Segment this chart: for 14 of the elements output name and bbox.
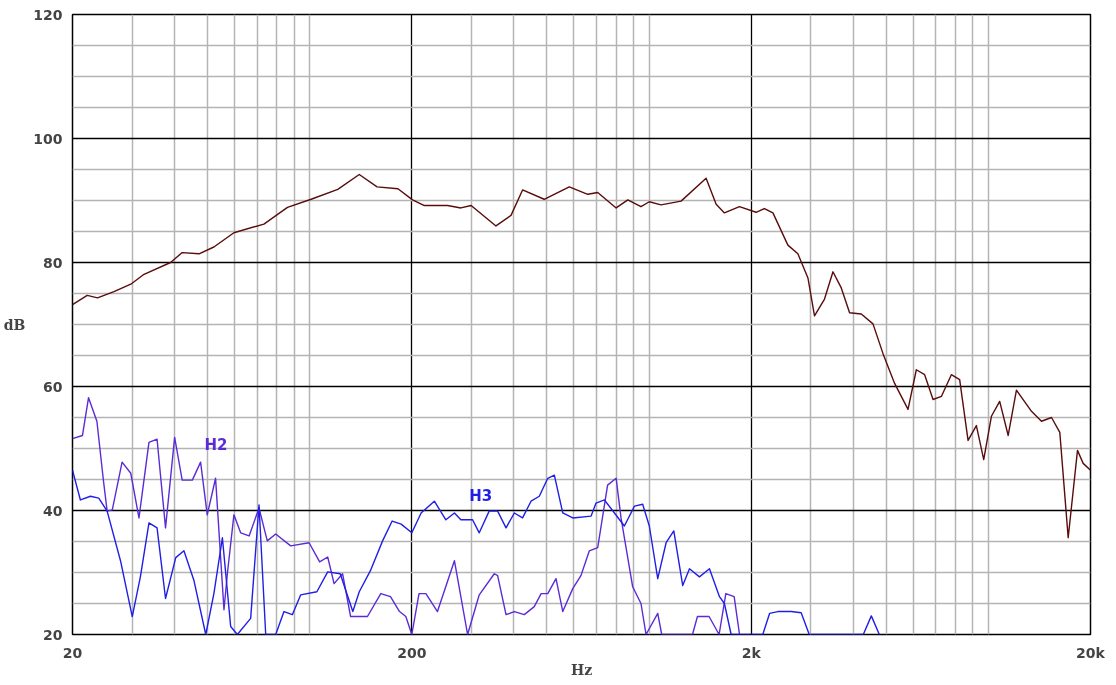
y-tick-label: 20 <box>43 626 63 643</box>
x-axis-title: Hz <box>570 661 593 678</box>
series-label: H3 <box>469 486 493 505</box>
y-tick-label: 80 <box>43 254 63 271</box>
y-tick-label: 60 <box>43 378 63 395</box>
x-tick-label: 20 <box>62 644 83 661</box>
series-label: H2 <box>204 436 228 455</box>
x-tick-label: 20k <box>1076 644 1106 661</box>
x-tick-label: 200 <box>397 644 427 661</box>
y-tick-label: 40 <box>43 502 63 519</box>
y-tick-label: 120 <box>33 6 63 23</box>
y-axis-title: dB <box>3 316 26 333</box>
y-tick-label: 100 <box>33 130 63 147</box>
x-tick-label: 2k <box>741 644 762 661</box>
